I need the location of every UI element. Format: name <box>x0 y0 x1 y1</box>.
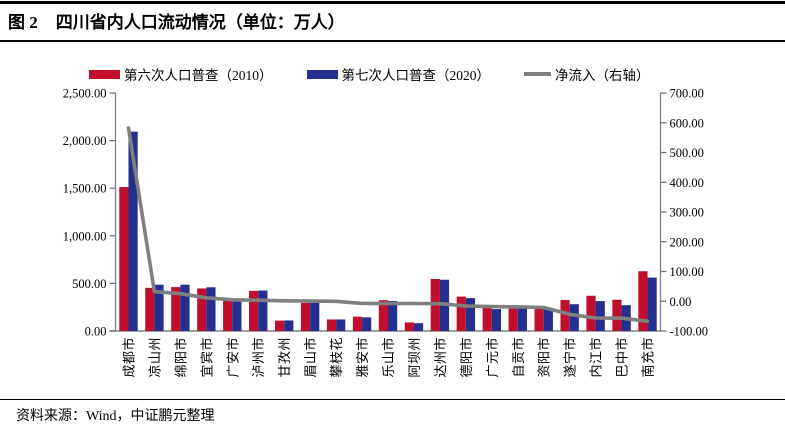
bar-2020-遂宁市 <box>569 304 579 331</box>
right-axis-tick-label: 700.00 <box>670 87 704 101</box>
bar-2010-广安市 <box>223 300 233 331</box>
bar-2010-成都市 <box>119 187 129 331</box>
x-axis-label-眉山市: 眉山市 <box>303 337 318 378</box>
bar-2020-广元市 <box>491 309 502 331</box>
x-axis-label-达州市: 达州市 <box>433 337 448 378</box>
legend-swatch-2010 <box>89 69 120 79</box>
bar-2020-绵阳市 <box>180 284 190 331</box>
x-axis-label-凉山州: 凉山州 <box>147 337 162 378</box>
x-axis-label-资阳市: 资阳市 <box>537 337 552 378</box>
bar-2020-阿坝州 <box>413 323 424 331</box>
bar-2010-阿坝州 <box>404 322 414 331</box>
left-axis-tick-label: 2,500.00 <box>63 87 107 101</box>
bar-2020-自贡市 <box>517 307 527 331</box>
bar-2010-眉山市 <box>300 302 311 331</box>
x-axis-label-甘孜州: 甘孜州 <box>277 337 292 378</box>
x-axis-label-南充市: 南充市 <box>641 337 656 378</box>
x-axis-label-自贡市: 自贡市 <box>511 337 526 378</box>
x-axis-label-泸州市: 泸州市 <box>251 337 266 378</box>
bar-2020-德阳市 <box>465 298 476 331</box>
chart-legend: 第六次人口普查（2010） 第七次人口普查（2020） 净流入（右轴） <box>89 64 650 84</box>
figure-title-text: 四川省内人口流动情况（单位：万人） <box>55 13 345 32</box>
legend-item-census-2020: 第七次人口普查（2020） <box>306 64 491 84</box>
right-axis-tick-label: 200.00 <box>670 235 704 249</box>
right-axis-tick-label: 100.00 <box>670 265 704 279</box>
left-axis-tick-label: 2,000.00 <box>63 134 107 148</box>
bar-2020-攀枝花 <box>336 319 346 331</box>
x-axis-label-成都市: 成都市 <box>122 337 137 378</box>
bar-2010-宜宾市 <box>197 288 207 331</box>
footer-divider-rule <box>0 399 785 401</box>
top-border-rule <box>0 1 785 4</box>
legend-swatch-2020 <box>306 69 338 79</box>
figure-title: 图 2 四川省内人口流动情况（单位：万人） <box>8 8 345 33</box>
bar-2020-资阳市 <box>543 309 553 331</box>
left-axis-tick-label: 500.00 <box>72 277 106 291</box>
bar-2020-成都市 <box>128 131 138 331</box>
x-axis-label-广元市: 广元市 <box>485 337 500 378</box>
legend-item-census-2010: 第六次人口普查（2010） <box>89 64 273 84</box>
right-axis-tick-label: 400.00 <box>670 176 704 190</box>
x-axis-label-巴中市: 巴中市 <box>615 337 630 378</box>
bar-2010-资阳市 <box>534 307 544 331</box>
right-axis-tick-label: 600.00 <box>670 116 704 130</box>
x-axis-label-内江市: 内江市 <box>589 337 604 378</box>
x-axis-label-广安市: 广安市 <box>225 337 240 378</box>
bar-2010-甘孜州 <box>274 320 285 331</box>
right-axis-tick-label: 500.00 <box>670 146 704 160</box>
bar-2020-南充市 <box>647 277 657 331</box>
bar-2010-南充市 <box>638 271 648 331</box>
bar-2020-内江市 <box>595 301 605 331</box>
x-axis-label-攀枝花: 攀枝花 <box>329 337 344 378</box>
bar-2020-宜宾市 <box>206 287 216 331</box>
bar-2010-乐山市 <box>378 300 388 331</box>
bar-2010-遂宁市 <box>560 300 570 331</box>
bar-2020-泸州市 <box>258 290 268 331</box>
title-divider-rule <box>0 40 785 42</box>
net-inflow-line <box>126 126 650 324</box>
bar-2010-巴中市 <box>612 299 622 331</box>
bar-2010-广元市 <box>482 307 492 331</box>
bar-2020-广安市 <box>232 300 242 331</box>
bar-2010-内江市 <box>586 295 596 331</box>
bar-2020-雅安市 <box>362 317 372 331</box>
x-axis-label-宜宾市: 宜宾市 <box>199 337 214 378</box>
bar-2010-雅安市 <box>352 316 363 331</box>
x-axis-label-阿坝州: 阿坝州 <box>407 337 422 378</box>
x-axis-label-雅安市: 雅安市 <box>355 337 370 378</box>
x-axis-label-遂宁市: 遂宁市 <box>563 337 578 378</box>
right-axis-tick-label: 300.00 <box>670 206 704 220</box>
left-axis-tick-label: 0.00 <box>85 325 107 339</box>
bar-2020-凉山州 <box>154 284 164 331</box>
left-axis-tick-label: 1,500.00 <box>63 182 107 196</box>
left-axis-tick-label: 1,000.00 <box>63 229 107 243</box>
source-note: 资料来源：Wind，中证鹏元整理 <box>16 409 215 424</box>
legend-item-net-inflow: 净流入（右轴） <box>524 64 650 84</box>
bar-2010-绵阳市 <box>171 287 181 331</box>
bar-2010-泸州市 <box>249 290 259 331</box>
x-axis-label-德阳市: 德阳市 <box>459 337 474 378</box>
bar-2020-乐山市 <box>388 300 398 331</box>
figure-number-label: 图 2 <box>8 13 38 32</box>
bar-2020-眉山市 <box>310 302 320 331</box>
legend-label-2020: 第七次人口普查（2020） <box>341 68 491 83</box>
legend-label-net-inflow: 净流入（右轴） <box>555 68 650 83</box>
bar-2010-自贡市 <box>508 305 518 331</box>
bar-2020-甘孜州 <box>284 320 294 331</box>
x-axis-label-绵阳市: 绵阳市 <box>173 337 188 378</box>
legend-label-2010: 第六次人口普查（2010） <box>124 68 273 83</box>
legend-line-swatch-net-inflow <box>524 72 551 76</box>
right-axis-tick-label: -100.00 <box>670 325 709 339</box>
bar-2010-德阳市 <box>456 296 466 331</box>
x-axis-label-乐山市: 乐山市 <box>381 337 396 378</box>
bar-2010-攀枝花 <box>326 319 337 331</box>
right-axis-tick-label: 0.00 <box>670 295 692 309</box>
bar-2010-凉山州 <box>145 287 155 331</box>
